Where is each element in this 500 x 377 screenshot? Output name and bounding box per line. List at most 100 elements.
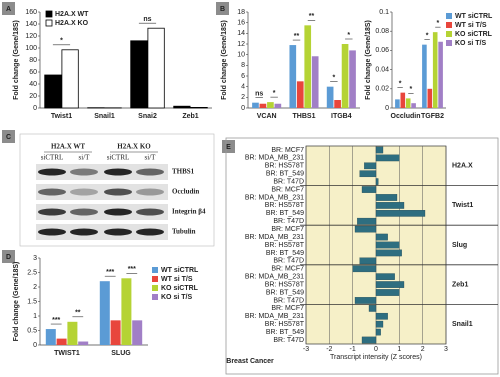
blot-band — [70, 228, 98, 236]
legend-swatch — [446, 22, 452, 28]
panel-label-box — [2, 130, 15, 143]
legend-swatch — [446, 13, 452, 19]
annotation: * — [60, 38, 63, 45]
y-tick-label: 0 — [241, 105, 245, 112]
bar — [44, 74, 62, 109]
row-label: BR: MDA_MB_231 — [245, 234, 304, 241]
blot-band — [38, 208, 66, 216]
bar — [375, 178, 379, 185]
annotation: ** — [309, 13, 315, 20]
x-tick-label: Snai2 — [138, 113, 157, 120]
bar — [400, 92, 406, 108]
bar — [341, 44, 349, 108]
bar — [121, 278, 132, 345]
bar — [375, 146, 384, 154]
blot-strip — [36, 164, 168, 180]
row-label: BR: HS578T — [265, 321, 305, 328]
x-tick-label: ITGB4 — [331, 113, 352, 120]
y-tick-label: 2 — [33, 284, 37, 291]
legend-label: WT siCTRL — [161, 267, 199, 274]
bar — [173, 105, 191, 109]
y-tick-label: 0 — [33, 105, 37, 112]
panel-label: A — [6, 6, 11, 13]
y-tick-label: 100 — [25, 45, 37, 52]
panel-label: E — [226, 144, 231, 151]
annotation: * — [410, 86, 413, 93]
x-tick-label: 1 — [397, 346, 401, 353]
row-label: BR: MDA_MB_231 — [245, 155, 304, 162]
row-label: BR: T47D — [273, 337, 304, 344]
bar — [190, 107, 208, 109]
row-label: BR: BT_549 — [266, 289, 304, 296]
y-tick-label: 60 — [29, 69, 37, 76]
row-label: BR: MDA_MB_231 — [245, 274, 304, 281]
y-tick-label: 10 — [237, 52, 245, 59]
legend-swatch — [152, 267, 158, 273]
row-label: BR: MCF7 — [271, 186, 304, 193]
blot-group-label: H2A.X KO — [117, 143, 151, 151]
y-tick-label: 12 — [237, 41, 245, 48]
legend-label: H2A.X WT — [55, 11, 89, 18]
bar — [411, 103, 416, 108]
bar — [405, 98, 411, 108]
blot-band — [70, 208, 98, 216]
x-axis-label: Transcript intensity (Z scores) — [330, 354, 422, 361]
legend-label: KO si T/S — [161, 294, 192, 301]
blot-strip — [36, 204, 168, 220]
x-tick-label: THBS1 — [293, 113, 316, 120]
bar — [274, 103, 282, 108]
legend-swatch — [45, 10, 53, 18]
bar — [354, 297, 377, 304]
annotation: ** — [75, 310, 81, 317]
bar — [364, 162, 377, 170]
footer: Breast Cancer — [226, 358, 274, 365]
annotation: ns — [255, 91, 263, 98]
bar — [422, 44, 427, 108]
bar — [259, 103, 267, 108]
x-tick-label: Occludin — [391, 113, 421, 120]
y-tick-label: 2 — [241, 94, 245, 101]
y-tick-label: 0.1 — [379, 9, 389, 16]
bar — [361, 336, 377, 344]
panel-label: C — [6, 134, 11, 141]
bar — [368, 305, 377, 312]
bar — [359, 170, 377, 178]
bar — [375, 233, 388, 241]
row-label: BR: MCF7 — [271, 305, 304, 312]
bar — [357, 217, 377, 225]
legend-label: KO siCTRL — [161, 285, 199, 292]
row-label: BR: HS578T — [265, 281, 305, 288]
x-tick-label: TGFB2 — [421, 113, 444, 120]
bar — [132, 320, 143, 345]
bar — [99, 281, 110, 345]
y-tick-label: 3 — [33, 255, 37, 262]
bar — [375, 249, 402, 257]
bar — [110, 320, 121, 345]
bar — [375, 328, 381, 336]
annotation: * — [426, 32, 429, 39]
panel-label-box — [2, 2, 15, 15]
bar — [427, 88, 433, 108]
group-label: Twist1 — [452, 202, 473, 209]
row-label: BR: MDA_MB_231 — [245, 313, 304, 320]
legend-swatch — [446, 40, 452, 46]
row-label: BR: MCF7 — [271, 266, 304, 273]
annotation: *** — [52, 317, 60, 324]
y-tick-label: 40 — [29, 81, 37, 88]
blot-band — [104, 208, 132, 216]
bar — [267, 102, 274, 108]
blot-lane-label: si/T — [79, 154, 91, 162]
bar — [78, 341, 89, 345]
bar — [61, 49, 79, 109]
bar — [334, 100, 341, 108]
legend-label: WT siCTRL — [455, 13, 493, 20]
row-label: BR: HS578T — [265, 242, 305, 249]
y-tick-label: 16 — [237, 20, 245, 27]
blot-row-label: Integrin β4 — [172, 208, 206, 216]
y-tick-label: 4 — [241, 84, 245, 91]
annotation: * — [347, 32, 350, 39]
annotation: * — [399, 80, 402, 87]
blot-band — [104, 168, 132, 176]
bar — [130, 40, 148, 109]
blot-band — [38, 228, 66, 236]
